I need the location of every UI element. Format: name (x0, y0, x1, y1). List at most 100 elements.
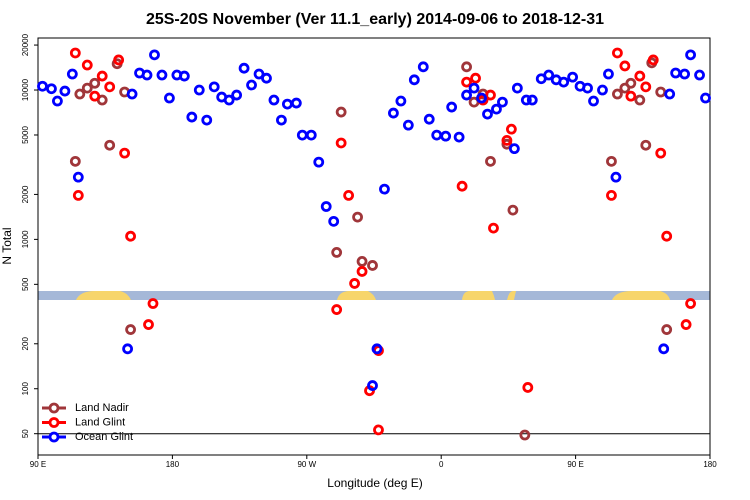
point (612, 47, 623, 59)
point (647, 54, 659, 66)
land-strip (76, 291, 131, 300)
point (582, 82, 593, 94)
point (59, 85, 71, 97)
point (508, 143, 520, 155)
point (81, 59, 93, 71)
point (356, 266, 368, 277)
y-tick-label: 5000 (21, 126, 30, 144)
point (497, 96, 508, 108)
y-tick-label: 500 (21, 277, 30, 291)
y-tick-label: 10000 (21, 78, 30, 101)
point (268, 94, 280, 106)
y-tick-label: 2000 (21, 185, 30, 203)
point (461, 76, 472, 88)
legend-marker (48, 417, 60, 428)
point (69, 47, 81, 59)
point (290, 97, 302, 109)
point (567, 71, 579, 83)
x-tick-label: 90 W (297, 460, 316, 469)
point (46, 83, 57, 95)
point (453, 131, 465, 143)
point (313, 156, 325, 168)
point (178, 70, 190, 82)
point (373, 424, 384, 436)
point (72, 189, 84, 201)
point (606, 189, 617, 201)
point (685, 298, 696, 309)
point (253, 68, 265, 80)
point (395, 95, 407, 107)
legend: Land Nadir Land Glint Ocean Glint (42, 402, 133, 443)
point (679, 68, 691, 80)
point (186, 111, 198, 123)
chart-title: 25S-20S November (Ver 11.1_early) 2014-0… (146, 11, 604, 28)
point (417, 61, 429, 73)
point (501, 134, 513, 146)
point (371, 343, 383, 355)
point (335, 137, 347, 149)
point (440, 130, 452, 142)
point (367, 260, 378, 271)
legend-label: Land Nadir (75, 402, 129, 414)
point (96, 70, 108, 82)
point (456, 180, 468, 192)
point (482, 108, 493, 120)
point (661, 230, 673, 242)
legend-marker (48, 402, 60, 414)
point (335, 106, 347, 118)
point (522, 382, 534, 393)
x-tick-label: 180 (166, 460, 180, 469)
point (655, 147, 667, 159)
point (511, 82, 523, 94)
x-tick-label: 90 E (30, 460, 46, 469)
point (208, 81, 220, 93)
point (619, 60, 631, 72)
point (66, 68, 78, 80)
point (126, 88, 138, 100)
point (352, 211, 363, 223)
point (331, 304, 343, 315)
point (331, 247, 343, 258)
point (113, 54, 125, 66)
point (485, 89, 496, 101)
point (446, 101, 458, 113)
point (201, 114, 213, 126)
point (276, 114, 287, 126)
land-strip (507, 291, 516, 300)
x-axis-label: Longitude (deg E) (327, 476, 422, 490)
point (603, 68, 614, 80)
point (520, 94, 532, 106)
point (408, 74, 420, 86)
point (543, 69, 555, 81)
point (122, 343, 133, 355)
y-tick-label: 1000 (21, 230, 30, 248)
legend-label: Ocean Glint (75, 431, 133, 443)
point (664, 88, 676, 100)
point (423, 113, 435, 125)
y-tick-label: 20000 (21, 33, 30, 56)
point (507, 204, 519, 216)
point (558, 76, 570, 88)
ocean-strip (38, 291, 710, 300)
point (81, 82, 93, 94)
point (143, 319, 154, 330)
point (343, 189, 355, 201)
point (261, 72, 272, 84)
point (658, 343, 670, 355)
x-tick-label: 180 (703, 460, 717, 469)
point (694, 69, 705, 81)
point (634, 70, 646, 82)
plot-frame (37, 37, 711, 456)
point (680, 319, 692, 330)
point (305, 129, 317, 141)
point (505, 123, 517, 135)
point (223, 94, 235, 106)
point (147, 298, 159, 309)
point (156, 69, 168, 81)
y-axis-label: N Total (0, 227, 14, 264)
point (104, 139, 116, 151)
point (328, 215, 340, 227)
point (356, 256, 368, 267)
point (488, 222, 499, 234)
point (588, 95, 599, 107)
